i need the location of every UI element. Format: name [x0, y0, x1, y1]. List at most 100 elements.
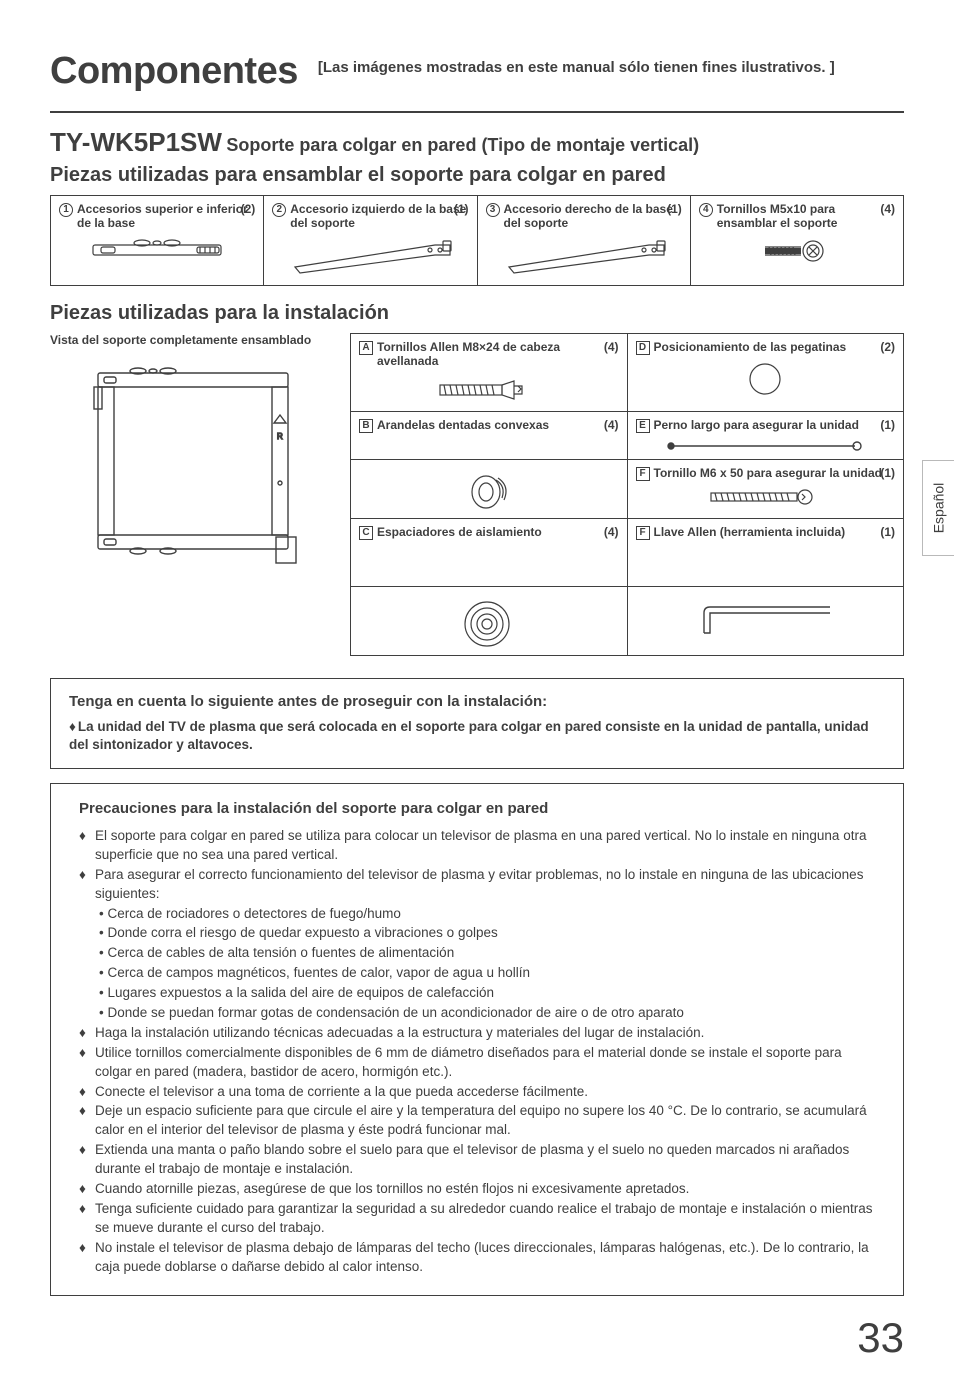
- precaution-subitem: • Cerca de campos magnéticos, fuentes de…: [79, 964, 881, 983]
- boxed-letter-icon: F: [636, 526, 650, 540]
- precautions-box: Precauciones para la instalación del sop…: [50, 783, 904, 1296]
- installation-note-box: Tenga en cuenta lo siguiente antes de pr…: [50, 678, 904, 769]
- boxed-letter-icon: F: [636, 467, 650, 481]
- part-cell: 2 Accesorio izquierdo de la base del sopo…: [264, 196, 477, 285]
- model-desc: Soporte para colgar en pared (Tipo de mo…: [226, 135, 699, 155]
- svg-text:R: R: [277, 432, 283, 441]
- install-part-cell: B Arandelas dentadas convexas (4): [351, 412, 628, 460]
- bullet-icon: ♦: [79, 1102, 93, 1140]
- section1-heading: Piezas utilizadas para ensamblar el sopo…: [50, 164, 904, 187]
- precaution-item: ♦Extienda una manta o paño blando sobre …: [79, 1141, 881, 1179]
- bullet-icon: ♦: [79, 866, 93, 904]
- boxed-letter-icon: D: [636, 341, 650, 355]
- model-code: TY-WK5P1SW: [50, 127, 222, 157]
- bullet-icon: ♦: [79, 1200, 93, 1238]
- precaution-item: ♦Cuando atornille piezas, asegúrese de q…: [79, 1180, 881, 1199]
- part-qty: (2): [241, 202, 256, 216]
- part-qty: (1): [667, 202, 682, 216]
- install-part-cell: C Espaciadores de aislamiento (4): [351, 519, 628, 587]
- install-part-qty: (4): [604, 418, 619, 432]
- install-parts-grid: A Tornillos Allen M8×24 de cabeza avellan…: [350, 333, 904, 656]
- boxed-letter-icon: A: [359, 341, 373, 355]
- bullet-icon: ♦: [79, 1180, 93, 1199]
- install-part-label: Posicionamiento de las pegatinas: [654, 340, 847, 354]
- bullet-icon: ♦: [79, 827, 93, 865]
- bullet-icon: ♦: [79, 1141, 93, 1179]
- install-part-label: Tornillos Allen M8×24 de cabeza avellana…: [377, 340, 619, 369]
- install-part-label: Tornillo M6 x 50 para asegurar la unidad: [654, 466, 883, 480]
- install-part-qty: (2): [880, 340, 895, 354]
- part-illustration: [699, 237, 895, 265]
- bullet-icon: ♦: [79, 1044, 93, 1082]
- part-cell: 4 Tornillos M5x10 para ensamblar el sopor…: [691, 196, 903, 285]
- note-body: ♦La unidad del TV de plasma que será col…: [69, 718, 885, 754]
- part-cell: 3 Accesorio derecho de la base del soport…: [478, 196, 691, 285]
- part-illustration: [359, 599, 619, 649]
- install-part-cell: [351, 460, 628, 519]
- note-title: Tenga en cuenta lo siguiente antes de pr…: [69, 693, 885, 710]
- circled-number-icon: 1: [59, 203, 73, 217]
- install-part-label: Arandelas dentadas convexas: [377, 418, 549, 432]
- install-part-cell: F Tornillo M6 x 50 para asegurar la unida…: [628, 460, 904, 519]
- part-cell: 1 Accesorios superior e inferior de la ba…: [51, 196, 264, 285]
- bullet-icon: ♦: [79, 1239, 93, 1277]
- part-illustration: [359, 472, 619, 512]
- section2-heading: Piezas utilizadas para la instalación: [50, 302, 904, 325]
- page-number: 33: [50, 1314, 904, 1362]
- precaution-item: ♦Para asegurar el correcto funcionamient…: [79, 866, 881, 904]
- precaution-item: ♦Tenga suficiente cuidado para garantiza…: [79, 1200, 881, 1238]
- precaution-subitem: • Donde se puedan formar gotas de conden…: [79, 1004, 881, 1023]
- install-part-label: Llave Allen (herramienta incluida): [654, 525, 846, 539]
- part-illustration: [636, 361, 896, 397]
- precaution-item: ♦El soporte para colgar en pared se util…: [79, 827, 881, 865]
- install-part-cell: D Posicionamiento de las pegatinas (2): [628, 334, 904, 412]
- language-tab: Español: [922, 460, 954, 556]
- part-illustration: [359, 375, 619, 405]
- install-part-cell: [628, 587, 904, 655]
- part-illustration: [636, 487, 896, 507]
- assembled-view-title: Vista del soporte completamente ensambla…: [50, 333, 336, 347]
- precaution-item: ♦Deje un espacio suficiente para que cir…: [79, 1102, 881, 1140]
- install-part-label: Perno largo para asegurar la unidad: [654, 418, 859, 432]
- page-title: Componentes: [50, 50, 298, 93]
- install-part-qty: (1): [880, 418, 895, 432]
- bullet-icon: ♦: [79, 1083, 93, 1102]
- install-part-qty: (1): [880, 466, 895, 480]
- precaution-item: ♦Utilice tornillos comercialmente dispon…: [79, 1044, 881, 1082]
- install-part-cell: [351, 587, 628, 655]
- part-qty: (4): [880, 202, 895, 216]
- precaution-item: ♦Conecte el televisor a una toma de corr…: [79, 1083, 881, 1102]
- part-illustration: [486, 237, 682, 277]
- circled-number-icon: 4: [699, 203, 713, 217]
- circled-number-icon: 2: [272, 203, 286, 217]
- install-part-cell: F Llave Allen (herramienta incluida) (1): [628, 519, 904, 587]
- install-part-qty: (4): [604, 525, 619, 539]
- precaution-item: ♦No instale el televisor de plasma debaj…: [79, 1239, 881, 1277]
- part-label: Accesorio izquierdo de la base del sopor…: [290, 202, 468, 231]
- boxed-letter-icon: C: [359, 526, 373, 540]
- part-illustration: [59, 237, 255, 267]
- precautions-title: Precauciones para la instalación del sop…: [79, 800, 881, 817]
- circled-number-icon: 3: [486, 203, 500, 217]
- part-illustration: [636, 599, 896, 639]
- install-part-qty: (1): [880, 525, 895, 539]
- boxed-letter-icon: E: [636, 419, 650, 433]
- part-qty: (1): [454, 202, 469, 216]
- part-label: Accesorio derecho de la base del soporte: [504, 202, 682, 231]
- precautions-list: ♦El soporte para colgar en pared se util…: [79, 827, 881, 1276]
- precaution-subitem: • Donde corra el riesgo de quedar expues…: [79, 924, 881, 943]
- divider: [50, 111, 904, 113]
- precaution-subitem: • Cerca de cables de alta tensión o fuen…: [79, 944, 881, 963]
- precaution-item: ♦Haga la instalación utilizando técnicas…: [79, 1024, 881, 1043]
- boxed-letter-icon: B: [359, 419, 373, 433]
- part-label: Accesorios superior e inferior de la bas…: [77, 202, 255, 231]
- parts-table: 1 Accesorios superior e inferior de la ba…: [50, 195, 904, 286]
- install-part-label: Espaciadores de aislamiento: [377, 525, 542, 539]
- install-part-cell: E Perno largo para asegurar la unidad (1): [628, 412, 904, 460]
- part-illustration: [272, 237, 468, 277]
- bullet-icon: ♦: [79, 1024, 93, 1043]
- part-label: Tornillos M5x10 para ensamblar el soport…: [717, 202, 895, 231]
- part-illustration: [636, 439, 896, 453]
- header-note: [Las imágenes mostradas en este manual s…: [318, 58, 835, 78]
- precaution-subitem: • Cerca de rociadores o detectores de fu…: [79, 905, 881, 924]
